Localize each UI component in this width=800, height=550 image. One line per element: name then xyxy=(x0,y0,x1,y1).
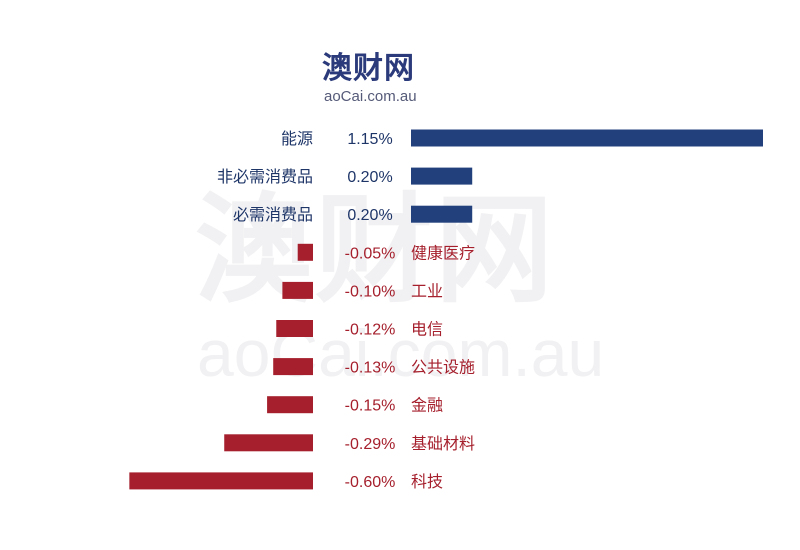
value-label-5: -0.12% xyxy=(345,322,396,339)
category-label-4: 工业 xyxy=(411,281,443,300)
value-label-6: -0.13% xyxy=(345,360,396,377)
category-label-3: 健康医疗 xyxy=(411,243,475,262)
bar-4 xyxy=(282,281,313,299)
value-label-1: 0.20% xyxy=(347,169,392,186)
value-label-4: -0.10% xyxy=(345,283,396,300)
category-label-1: 非必需消费品 xyxy=(217,167,313,186)
bar-6 xyxy=(273,358,313,376)
logo: 澳财网 aoCai.com.au xyxy=(322,52,432,112)
category-label-5: 电信 xyxy=(411,320,443,339)
bar-9 xyxy=(129,472,313,490)
value-label-0: 1.15% xyxy=(347,131,392,148)
logo-name: 澳财网 xyxy=(322,51,415,86)
bar-7 xyxy=(267,396,313,414)
logo-domain: aoCai.com.au xyxy=(324,88,417,105)
category-label-2: 必需消费品 xyxy=(233,205,313,224)
value-label-9: -0.60% xyxy=(345,474,396,491)
category-label-7: 金融 xyxy=(411,396,443,415)
bar-1 xyxy=(411,167,473,185)
bar-2 xyxy=(411,205,473,223)
category-label-9: 科技 xyxy=(411,472,443,491)
value-label-3: -0.05% xyxy=(345,245,396,262)
bar-5 xyxy=(276,320,313,337)
value-label-7: -0.15% xyxy=(345,398,396,415)
category-label-6: 公共设施 xyxy=(411,358,475,377)
category-label-0: 能源 xyxy=(281,129,313,148)
category-label-8: 基础材料 xyxy=(411,434,475,453)
bar-0 xyxy=(411,129,763,147)
bar-3 xyxy=(297,243,313,261)
value-label-2: 0.20% xyxy=(347,207,392,224)
bar-8 xyxy=(224,434,313,452)
value-label-8: -0.29% xyxy=(345,436,396,453)
